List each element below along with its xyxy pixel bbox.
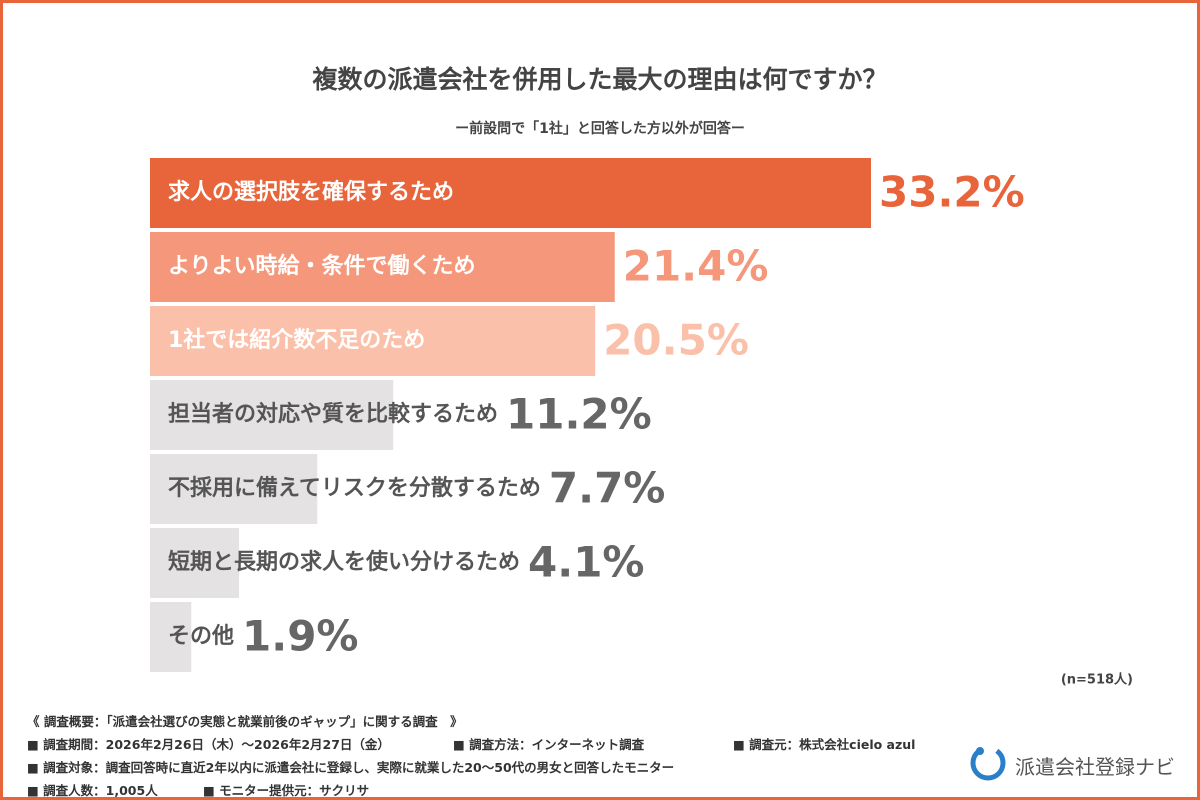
value-label: 20.5% [603,316,749,365]
bar [150,454,318,524]
footer-period: ■ 調査期間：2026年2月26日（木）〜2026年2月27日（金） [27,737,390,752]
bar [150,232,615,302]
chart-subtitle: ー前設問で「1社」と回答した方以外が回答ー [455,120,745,137]
value-label: 21.4% [623,242,769,291]
category-label: 担当者の対応や質を比較するため [168,401,498,427]
logo-text: 派遣会社登録ナビ [1015,755,1175,779]
bar [150,158,871,228]
chart: 複数の派遣会社を併用した最大の理由は何ですか？ ー前設問で「1社」と回答した方以… [150,65,1133,688]
category-label: 求人の選択肢を確保するため [168,179,454,205]
category-label: 1社では紹介数不足のため [168,327,425,353]
value-label: 11.2% [506,390,652,439]
bar [150,602,192,672]
category-label: よりよい時給・条件で働くため [168,253,476,279]
footer-method: ■ 調査方法：インターネット調査 [453,737,645,752]
value-label: 4.1% [528,538,644,587]
bar [150,306,596,376]
value-label: 7.7% [549,464,665,513]
sample-note: (n=518人) [1061,672,1133,688]
bar [150,380,394,450]
footer-provider: ■ モニター提供元：サクリサ [203,783,370,798]
category-label: 不採用に備えてリスクを分散するため [168,475,541,501]
chart-title: 複数の派遣会社を併用した最大の理由は何ですか？ [312,65,887,94]
logo-icon [970,745,1006,781]
category-label: 短期と長期の求人を使い分けるため [168,550,520,575]
footer-heading: 《 調査概要：「派遣会社選びの実態と就業前後のギャップ」に関する調査 》 [27,714,463,729]
bar [150,528,240,598]
footer-target: ■ 調査対象：調査回答時に直近2年以内に派遣会社に登録し、実際に就業した20〜5… [27,760,675,775]
footer-count: ■ 調査人数：1,005人 [27,783,158,798]
value-label: 33.2% [879,168,1025,217]
value-label: 1.9% [242,612,358,661]
footer-source: ■ 調査元：株式会社cielo azul [733,737,916,752]
category-label: その他 [168,624,234,649]
